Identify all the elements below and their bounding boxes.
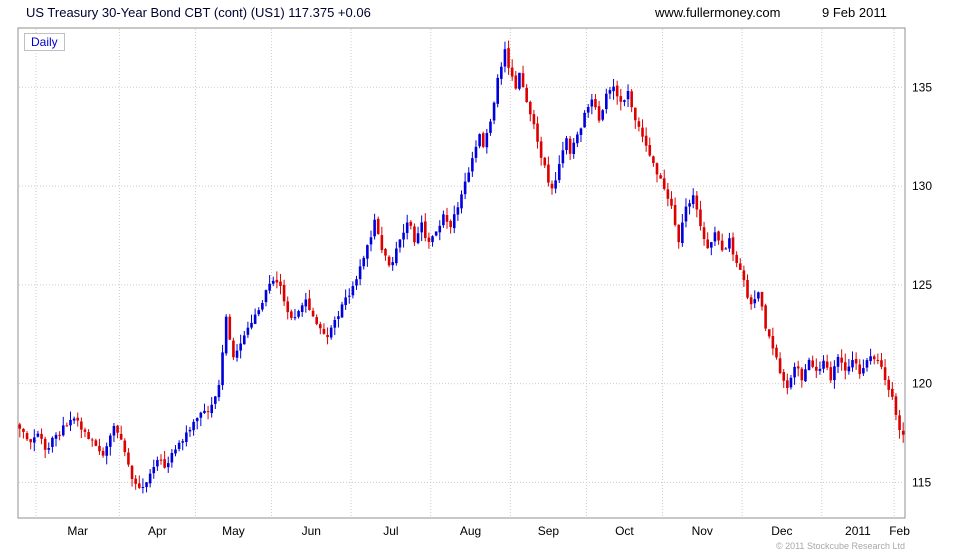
svg-text:Jul: Jul <box>383 524 398 538</box>
svg-text:Oct: Oct <box>615 524 634 538</box>
svg-text:120: 120 <box>912 377 932 391</box>
svg-text:Aug: Aug <box>460 524 481 538</box>
svg-text:Nov: Nov <box>692 524 713 538</box>
svg-text:Mar: Mar <box>67 524 88 538</box>
date-label: 9 Feb 2011 <box>822 5 887 20</box>
svg-text:125: 125 <box>912 278 932 292</box>
svg-text:2011: 2011 <box>845 524 871 538</box>
svg-text:130: 130 <box>912 179 932 193</box>
svg-text:May: May <box>222 524 245 538</box>
frequency-label: Daily <box>24 33 65 51</box>
copyright-label: © 2011 Stockcube Research Ltd <box>775 541 905 551</box>
svg-text:135: 135 <box>912 80 932 94</box>
website-label: www.fullermoney.com <box>655 5 781 20</box>
svg-text:Feb: Feb <box>889 524 910 538</box>
svg-text:Sep: Sep <box>538 524 560 538</box>
instrument-title: US Treasury 30-Year Bond CBT (cont) (US1… <box>26 5 371 20</box>
svg-text:115: 115 <box>912 475 931 489</box>
svg-text:Apr: Apr <box>148 524 167 538</box>
svg-text:Jun: Jun <box>302 524 321 538</box>
svg-text:Dec: Dec <box>771 524 792 538</box>
